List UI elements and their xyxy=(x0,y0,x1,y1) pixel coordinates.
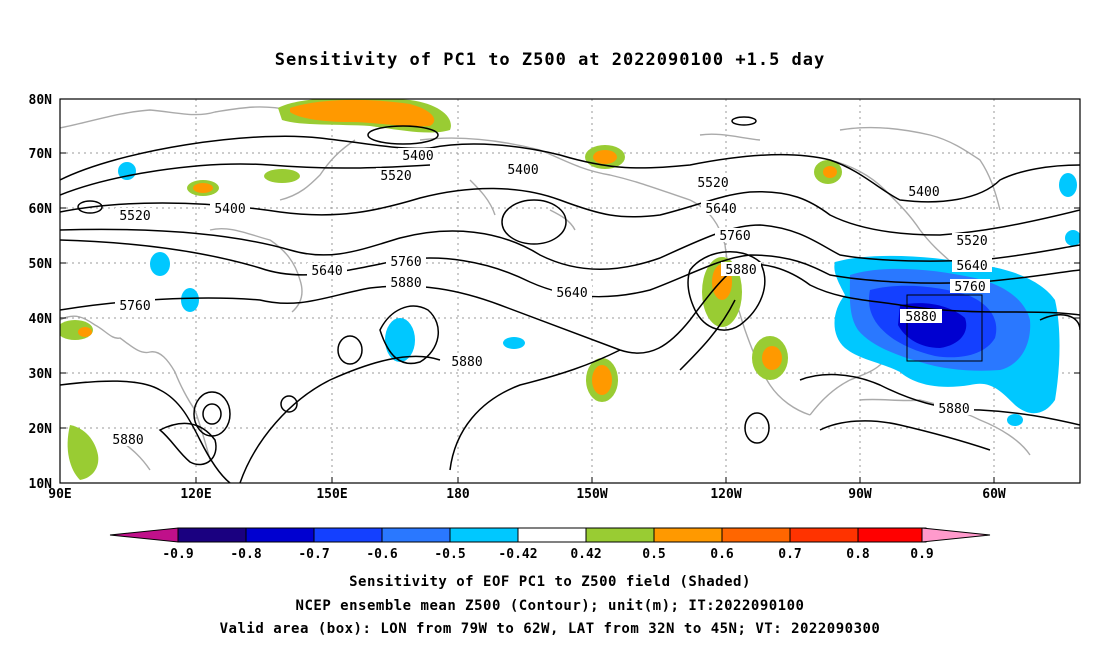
colorbar-label: 0.42 xyxy=(570,547,601,562)
contour-label: 5520 xyxy=(380,169,411,184)
colorbar-label: -0.42 xyxy=(498,547,537,562)
footer-line-2: NCEP ensemble mean Z500 (Contour); unit(… xyxy=(295,598,805,614)
colorbar-cell xyxy=(381,527,451,543)
footer-line-3: Valid area (box): LON from 79W to 62W, L… xyxy=(219,621,881,637)
lat-label: 60N xyxy=(29,202,53,217)
contour-label: 5880 xyxy=(905,310,936,325)
contour-label: 5400 xyxy=(214,202,245,217)
axis-ticks xyxy=(60,98,1080,484)
sensitivity-shading xyxy=(60,99,1080,480)
contour-label: 5880 xyxy=(938,402,969,417)
contour-label: 5520 xyxy=(697,176,728,191)
lat-label: 30N xyxy=(29,367,53,382)
contour-label: 5520 xyxy=(119,209,150,224)
lat-label: 50N xyxy=(29,257,53,272)
contour-label: 5400 xyxy=(402,149,433,164)
contour-label: 5880 xyxy=(451,355,482,370)
colorbar-cell xyxy=(585,527,655,543)
colorbar: -0.9 -0.8 -0.7 -0.6 -0.5 -0.42 0.42 0.5 … xyxy=(109,527,991,562)
contour-label: 5760 xyxy=(719,229,750,244)
sensitivity-map: 5400 5400 5400 5400 5520 5520 5520 5520 … xyxy=(29,93,1081,562)
contour-label: 5880 xyxy=(390,276,421,291)
lon-label: 150W xyxy=(576,487,607,502)
contour-label: 5880 xyxy=(112,433,143,448)
contour-label: 5400 xyxy=(507,163,538,178)
colorbar-cell xyxy=(517,527,587,543)
colorbar-left-tip xyxy=(109,527,179,543)
contour-label: 5640 xyxy=(705,202,736,217)
contour-label: 5640 xyxy=(311,264,342,279)
lat-label: 80N xyxy=(29,93,53,108)
colorbar-cell xyxy=(449,527,519,543)
colorbar-cell xyxy=(313,527,383,543)
longitude-labels: 90E 120E 150E 180 150W 120W 90W 60W xyxy=(48,487,1006,502)
lat-label: 20N xyxy=(29,422,53,437)
colorbar-cell xyxy=(245,527,315,543)
latitude-labels: 80N 70N 60N 50N 40N 30N 20N 10N xyxy=(29,93,53,492)
footer-line-1: Sensitivity of EOF PC1 to Z500 field (Sh… xyxy=(349,574,751,590)
contour-label: 5760 xyxy=(390,255,421,270)
colorbar-cell xyxy=(789,527,859,543)
lon-label: 90W xyxy=(848,487,872,502)
valid-area-box xyxy=(906,294,983,362)
lon-label: 60W xyxy=(982,487,1006,502)
colorbar-label: -0.9 xyxy=(162,547,193,562)
contour-label: 5640 xyxy=(556,286,587,301)
map-title: Sensitivity of PC1 to Z500 at 2022090100… xyxy=(274,50,826,70)
colorbar-label: 0.8 xyxy=(846,547,870,562)
colorbar-cell xyxy=(721,527,791,543)
contour-label: 5640 xyxy=(956,259,987,274)
lon-label: 120E xyxy=(180,487,211,502)
colorbar-label: 0.9 xyxy=(910,547,933,562)
colorbar-label: -0.6 xyxy=(366,547,397,562)
colorbar-label: -0.7 xyxy=(298,547,329,562)
lat-label: 10N xyxy=(29,477,53,492)
colorbar-label: 0.6 xyxy=(710,547,734,562)
colorbar-cell xyxy=(653,527,723,543)
lat-label: 40N xyxy=(29,312,53,327)
contour-label-layer: 5400 5400 5400 5400 5520 5520 5520 5520 … xyxy=(108,148,992,448)
z500-contours xyxy=(60,116,1080,483)
contour-label: 5880 xyxy=(725,263,756,278)
contour-label: 5520 xyxy=(956,234,987,249)
contour-label: 5760 xyxy=(954,280,985,295)
colorbar-right-tip xyxy=(921,527,991,543)
colorbar-label: 0.7 xyxy=(778,547,801,562)
colorbar-label: -0.8 xyxy=(230,547,261,562)
colorbar-label: -0.5 xyxy=(434,547,465,562)
colorbar-cell xyxy=(177,527,247,543)
lon-label: 180 xyxy=(446,487,470,502)
lon-label: 90E xyxy=(48,487,71,502)
contour-label: 5760 xyxy=(119,299,150,314)
lat-label: 70N xyxy=(29,147,53,162)
lon-label: 150E xyxy=(316,487,347,502)
colorbar-cell xyxy=(857,527,927,543)
contour-label: 5400 xyxy=(908,185,939,200)
lon-label: 120W xyxy=(710,487,741,502)
colorbar-label: 0.5 xyxy=(642,547,665,562)
